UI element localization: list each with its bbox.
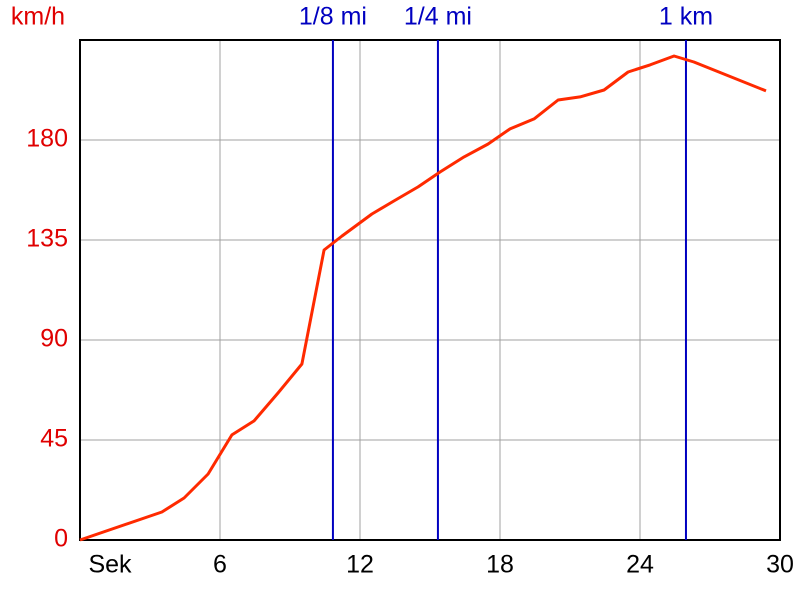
distance-marker-label: 1 km bbox=[659, 3, 713, 31]
y-tick-label: 45 bbox=[40, 425, 68, 453]
x-tick-label: 30 bbox=[766, 551, 794, 579]
x-tick-label: 24 bbox=[626, 551, 654, 579]
distance-marker-label: 1/4 mi bbox=[404, 3, 472, 31]
speed-line bbox=[79, 54, 767, 542]
y-tick-label: 0 bbox=[54, 525, 68, 553]
y-tick-label: 90 bbox=[40, 325, 68, 353]
y-tick-label: 180 bbox=[26, 125, 68, 153]
plot-border bbox=[79, 39, 781, 541]
x-tick-label: 6 bbox=[213, 551, 227, 579]
distance-marker-label: 1/8 mi bbox=[299, 3, 367, 31]
x-tick-label: 18 bbox=[486, 551, 514, 579]
x-tick-label: 12 bbox=[346, 551, 374, 579]
y-axis-label: km/h bbox=[11, 3, 65, 31]
x-axis-label: Sek bbox=[88, 551, 132, 579]
y-tick-label: 135 bbox=[26, 225, 68, 253]
